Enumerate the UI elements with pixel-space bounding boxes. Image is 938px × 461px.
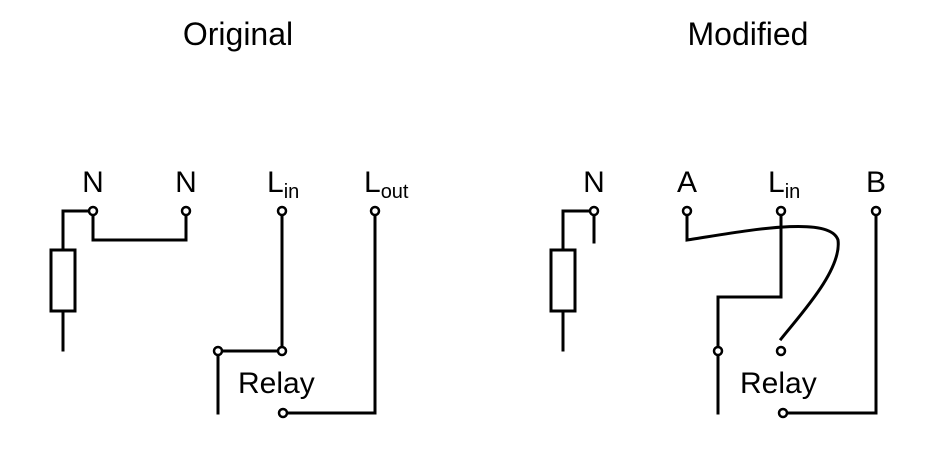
modified-terminal-a [681, 205, 693, 217]
modified-terminal-b [870, 205, 882, 217]
original-wire-n-jumper [91, 209, 188, 242]
original-relay-terminal-left [212, 345, 224, 357]
modified-panel: N A Lin B Relay [549, 166, 886, 419]
original-label-lin: Lin [267, 166, 299, 203]
original-relay-terminal-bottom [277, 407, 289, 419]
original-terminal-n2 [180, 205, 192, 217]
modified-wire-n-to-resistor [561, 209, 596, 252]
original-resistor [49, 248, 77, 313]
modified-title: Modified [687, 16, 809, 52]
original-terminal-n1 [87, 205, 99, 217]
original-relay-label: Relay [238, 367, 315, 400]
modified-wire-a-loop [685, 209, 840, 342]
modified-relay-terminal-right [775, 345, 787, 357]
original-label-lout: Lout [364, 166, 409, 203]
original-wire-lout [281, 209, 377, 415]
modified-label-lin: Lin [768, 166, 800, 203]
original-terminal-lout [369, 205, 381, 217]
modified-wire-b [781, 209, 878, 415]
original-relay-terminal-right [276, 345, 288, 357]
original-wire-n-to-resistor [61, 209, 95, 252]
original-label-n1: N [82, 166, 104, 199]
modified-relay-terminal-left [712, 345, 724, 357]
modified-relay-label: Relay [740, 367, 817, 400]
modified-resistor [549, 248, 577, 313]
original-title: Original [182, 16, 294, 52]
modified-label-n: N [583, 166, 605, 199]
original-label-n2: N [175, 166, 197, 199]
modified-relay-terminal-bottom [777, 407, 789, 419]
modified-label-b: B [866, 166, 886, 199]
original-panel: N N Lin Lout Relay [49, 166, 409, 419]
modified-label-a: A [677, 166, 697, 199]
modified-terminal-n [588, 205, 600, 217]
modified-terminal-lin [775, 205, 787, 217]
original-terminal-lin [276, 205, 288, 217]
